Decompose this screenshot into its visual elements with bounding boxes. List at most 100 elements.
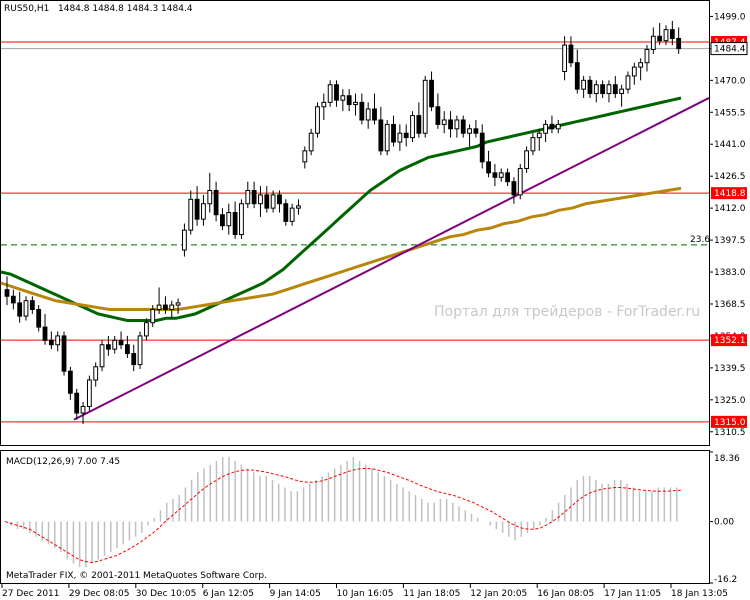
candle-body: [124, 344, 130, 355]
candle-body: [201, 203, 206, 220]
price-tick-label: 1368.5: [714, 300, 746, 310]
level-price-tag: [711, 187, 747, 200]
candle-body: [169, 304, 175, 310]
candle-body: [505, 172, 510, 183]
current-price-tag: [710, 42, 748, 56]
candle-body: [207, 189, 213, 205]
candle-body: [220, 214, 225, 227]
candle-body: [467, 128, 472, 134]
candle-body: [606, 84, 612, 95]
candle-body: [175, 302, 181, 306]
price-tick-label: 1339.5: [714, 364, 746, 374]
candle-body: [612, 84, 618, 95]
candle-body: [359, 101, 365, 121]
candle-body: [486, 161, 491, 174]
trendline: [73, 97, 710, 421]
price-tick-label: 1426.5: [714, 172, 746, 182]
macd-pane-frame: [0, 450, 710, 584]
fast-ma-line: [0, 96, 682, 322]
candle-body: [650, 35, 656, 50]
candle-body: [23, 300, 29, 317]
candle-body: [258, 194, 263, 205]
candle-body: [429, 79, 434, 108]
candle-body: [524, 150, 529, 169]
candle-body: [644, 48, 650, 64]
candle-body: [226, 212, 232, 227]
candle-body: [17, 302, 23, 317]
candle-body: [676, 37, 682, 50]
candle-body: [372, 108, 377, 121]
slow-ma-line: [0, 186, 682, 311]
candle-body: [232, 212, 238, 236]
level-price-tag-label: 1352.1: [714, 336, 746, 346]
candle-body: [568, 44, 574, 64]
chart-symbol: RUS50,H1: [4, 4, 49, 14]
candle-body: [194, 198, 200, 220]
candle-body: [213, 189, 219, 216]
candle-body: [105, 344, 111, 350]
candle-body: [460, 119, 466, 134]
candle-body: [498, 172, 504, 178]
candle-body: [353, 101, 358, 106]
candle-body: [346, 95, 352, 106]
candle-body: [536, 132, 542, 139]
price-axis: 1499.0 1484.4 1470.0 1455.5 1441.0 1426.5 1412…: [709, 12, 748, 438]
candle-body: [289, 207, 295, 222]
price-tick-label: 1455.5: [714, 108, 746, 118]
candle-body: [327, 84, 333, 103]
candle-body: [669, 29, 675, 39]
price-tick-label: 1412.0: [714, 204, 746, 214]
candle-body: [600, 84, 606, 95]
candle-body: [55, 335, 61, 346]
time-tick-label: 16 Jan 08:05: [537, 589, 594, 599]
time-tick-label: 6 Jan 12:05: [203, 589, 254, 599]
candle-body: [137, 335, 143, 366]
candle-body: [302, 150, 308, 163]
candle-body: [448, 119, 453, 130]
candle-body: [93, 366, 99, 381]
candle-body: [29, 300, 35, 310]
candle-body: [657, 35, 663, 42]
moving-averages: [0, 96, 682, 322]
candle-body: [4, 289, 10, 297]
time-tick-label: 11 Jan 18:05: [403, 589, 460, 599]
candle-body: [365, 108, 371, 121]
time-tick-label: 17 Jan 11:05: [604, 589, 661, 599]
candle-body: [42, 326, 48, 341]
macd-tick-label: 0.00: [714, 518, 734, 528]
candle-body: [384, 123, 390, 152]
candle-body: [245, 189, 251, 205]
candles: [4, 20, 682, 425]
candle-body: [625, 75, 631, 90]
candle-body: [410, 115, 415, 139]
time-tick-label: 10 Jan 16:05: [337, 589, 394, 599]
candle-body: [619, 88, 625, 95]
time-tick-label: 29 Dec 08:05: [69, 589, 130, 599]
candle-body: [631, 66, 637, 77]
candle-body: [118, 339, 124, 346]
candle-body: [441, 119, 447, 125]
price-tick-label: 1397.5: [714, 236, 746, 246]
candle-body: [188, 198, 194, 231]
candle-body: [587, 79, 593, 95]
watermark-text: Портал для трейдеров - ForTrader.ru: [434, 304, 700, 320]
candle-body: [144, 322, 149, 337]
candle-body: [454, 119, 460, 130]
level-price-tag-label: 1418.8: [714, 189, 746, 199]
time-axis: 27 Dec 2011 29 Dec 08:05 30 Dec 10:05 6 Jan…: [1, 584, 728, 599]
candle-body: [555, 123, 561, 130]
candle-body: [492, 172, 498, 178]
candle-body: [99, 344, 105, 368]
candle-body: [321, 101, 327, 108]
candle-body: [473, 128, 479, 134]
candle-body: [48, 339, 54, 346]
time-tick-label: 30 Dec 10:05: [136, 589, 197, 599]
price-tick-label: 1470.0: [714, 76, 746, 86]
candle-body: [86, 379, 92, 407]
candle-body: [340, 95, 346, 101]
candle-body: [270, 194, 276, 209]
candle-body: [251, 189, 257, 205]
fib-level-label: 23.6: [690, 235, 710, 245]
candle-body: [422, 79, 428, 134]
